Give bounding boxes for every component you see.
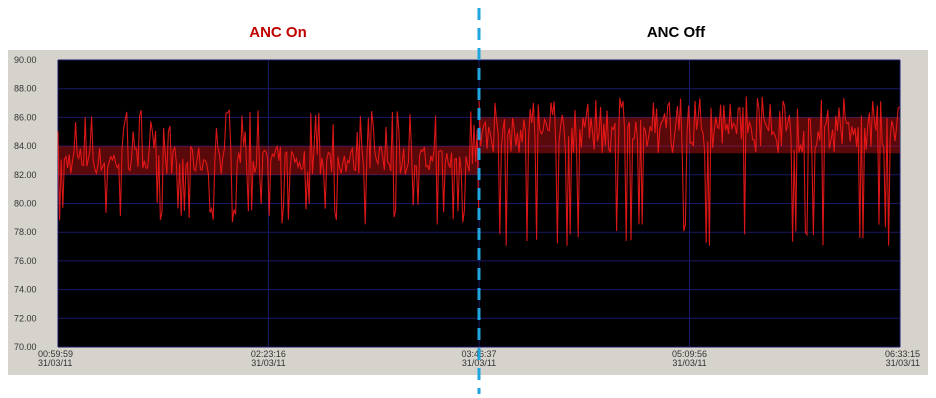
series-noise-level [57, 96, 901, 246]
y-tick-label: 84.00 [14, 141, 37, 151]
x-tick-time: 05:09:56 [672, 349, 707, 359]
y-tick-label: 74.00 [14, 285, 37, 295]
y-axis: 90.00 88.00 86.00 84.00 82.00 80.00 78.00 76.00… [14, 55, 37, 352]
y-tick-label: 78.00 [14, 227, 37, 237]
x-tick-date: 31/03/11 [462, 358, 496, 368]
x-tick-date: 31/03/11 [38, 358, 72, 368]
series-band-anc-on [58, 146, 479, 175]
y-tick-label: 76.00 [14, 256, 37, 266]
x-tick-date: 31/03/11 [251, 358, 285, 368]
x-tick-time: 06:33:15 [885, 349, 920, 359]
x-tick-date: 31/03/11 [886, 358, 920, 368]
x-tick-time: 00:59:59 [38, 349, 73, 359]
series-segment-anc-on [57, 108, 480, 225]
x-tick-time: 02:23:16 [251, 349, 286, 359]
y-tick-label: 88.00 [14, 84, 37, 94]
y-tick-label: 82.00 [14, 170, 37, 180]
anc-on-label: ANC On [249, 24, 307, 41]
x-tick-date: 31/03/11 [672, 358, 706, 368]
y-tick-label: 86.00 [14, 112, 37, 122]
y-tick-label: 72.00 [14, 313, 37, 323]
series-segment-anc-off [478, 96, 901, 246]
y-tick-label: 70.00 [14, 342, 37, 352]
y-tick-label: 90.00 [14, 55, 37, 65]
y-tick-label: 80.00 [14, 199, 37, 209]
series-band-anc-off [479, 117, 900, 154]
anc-off-label: ANC Off [647, 24, 706, 41]
